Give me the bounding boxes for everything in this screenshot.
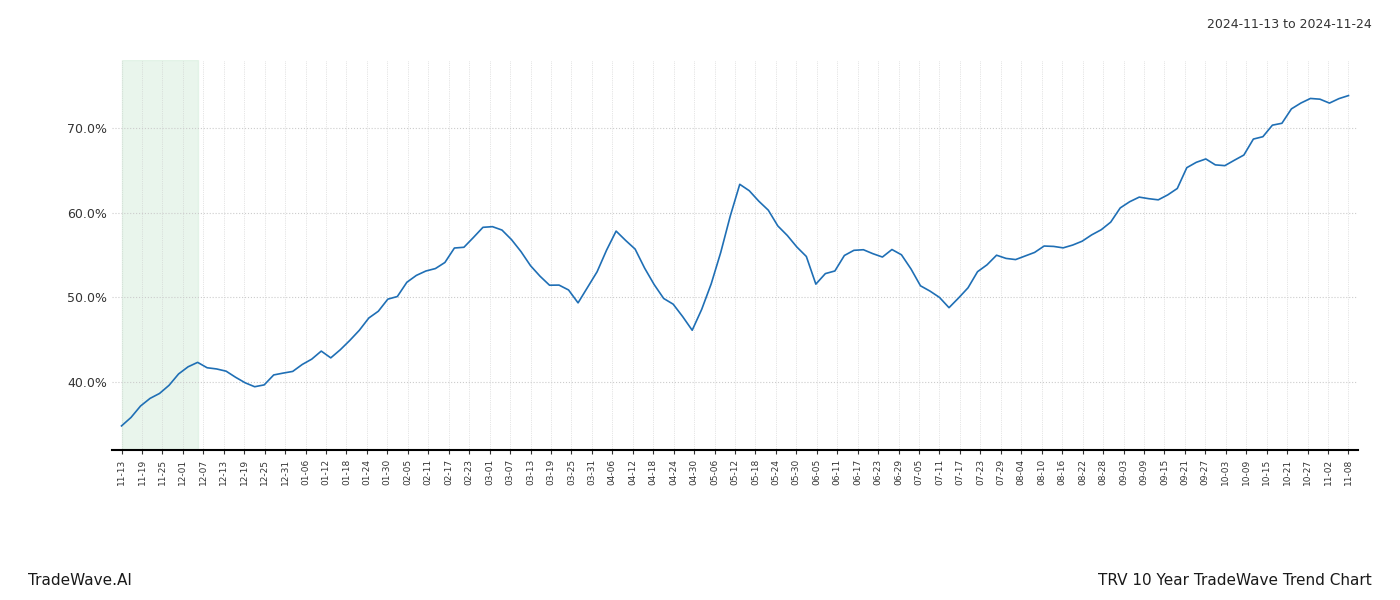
Text: TradeWave.AI: TradeWave.AI xyxy=(28,573,132,588)
Text: 2024-11-13 to 2024-11-24: 2024-11-13 to 2024-11-24 xyxy=(1207,18,1372,31)
Bar xyxy=(122,60,197,450)
Text: TRV 10 Year TradeWave Trend Chart: TRV 10 Year TradeWave Trend Chart xyxy=(1098,573,1372,588)
